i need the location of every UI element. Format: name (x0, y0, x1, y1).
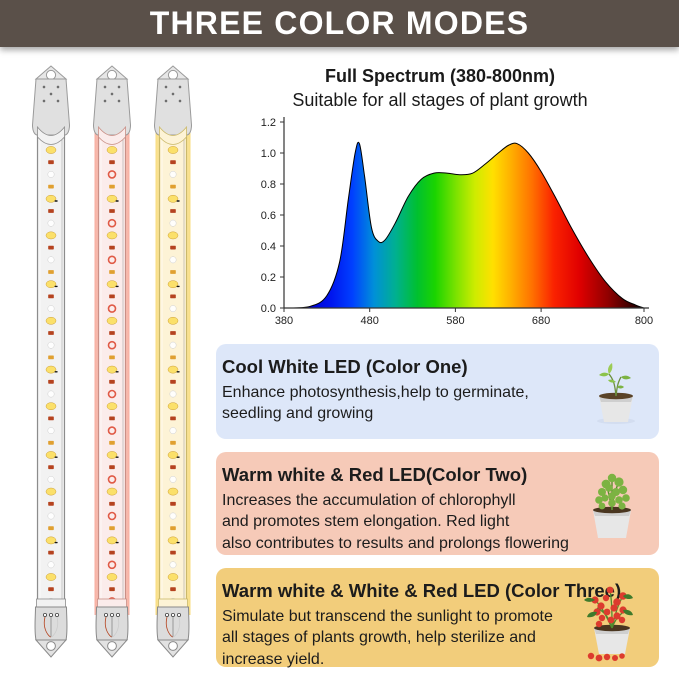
svg-text:0.8: 0.8 (261, 179, 276, 191)
svg-text:380: 380 (275, 315, 293, 327)
svg-text:680: 680 (532, 315, 550, 327)
svg-text:0.0: 0.0 (261, 303, 276, 315)
svg-text:0.4: 0.4 (261, 241, 276, 253)
svg-text:800: 800 (635, 315, 653, 327)
svg-text:480: 480 (361, 315, 379, 327)
svg-text:1.2: 1.2 (261, 117, 276, 129)
svg-text:580: 580 (446, 315, 464, 327)
svg-text:0.2: 0.2 (261, 272, 276, 284)
svg-text:1.0: 1.0 (261, 148, 276, 160)
svg-text:0.6: 0.6 (261, 210, 276, 222)
